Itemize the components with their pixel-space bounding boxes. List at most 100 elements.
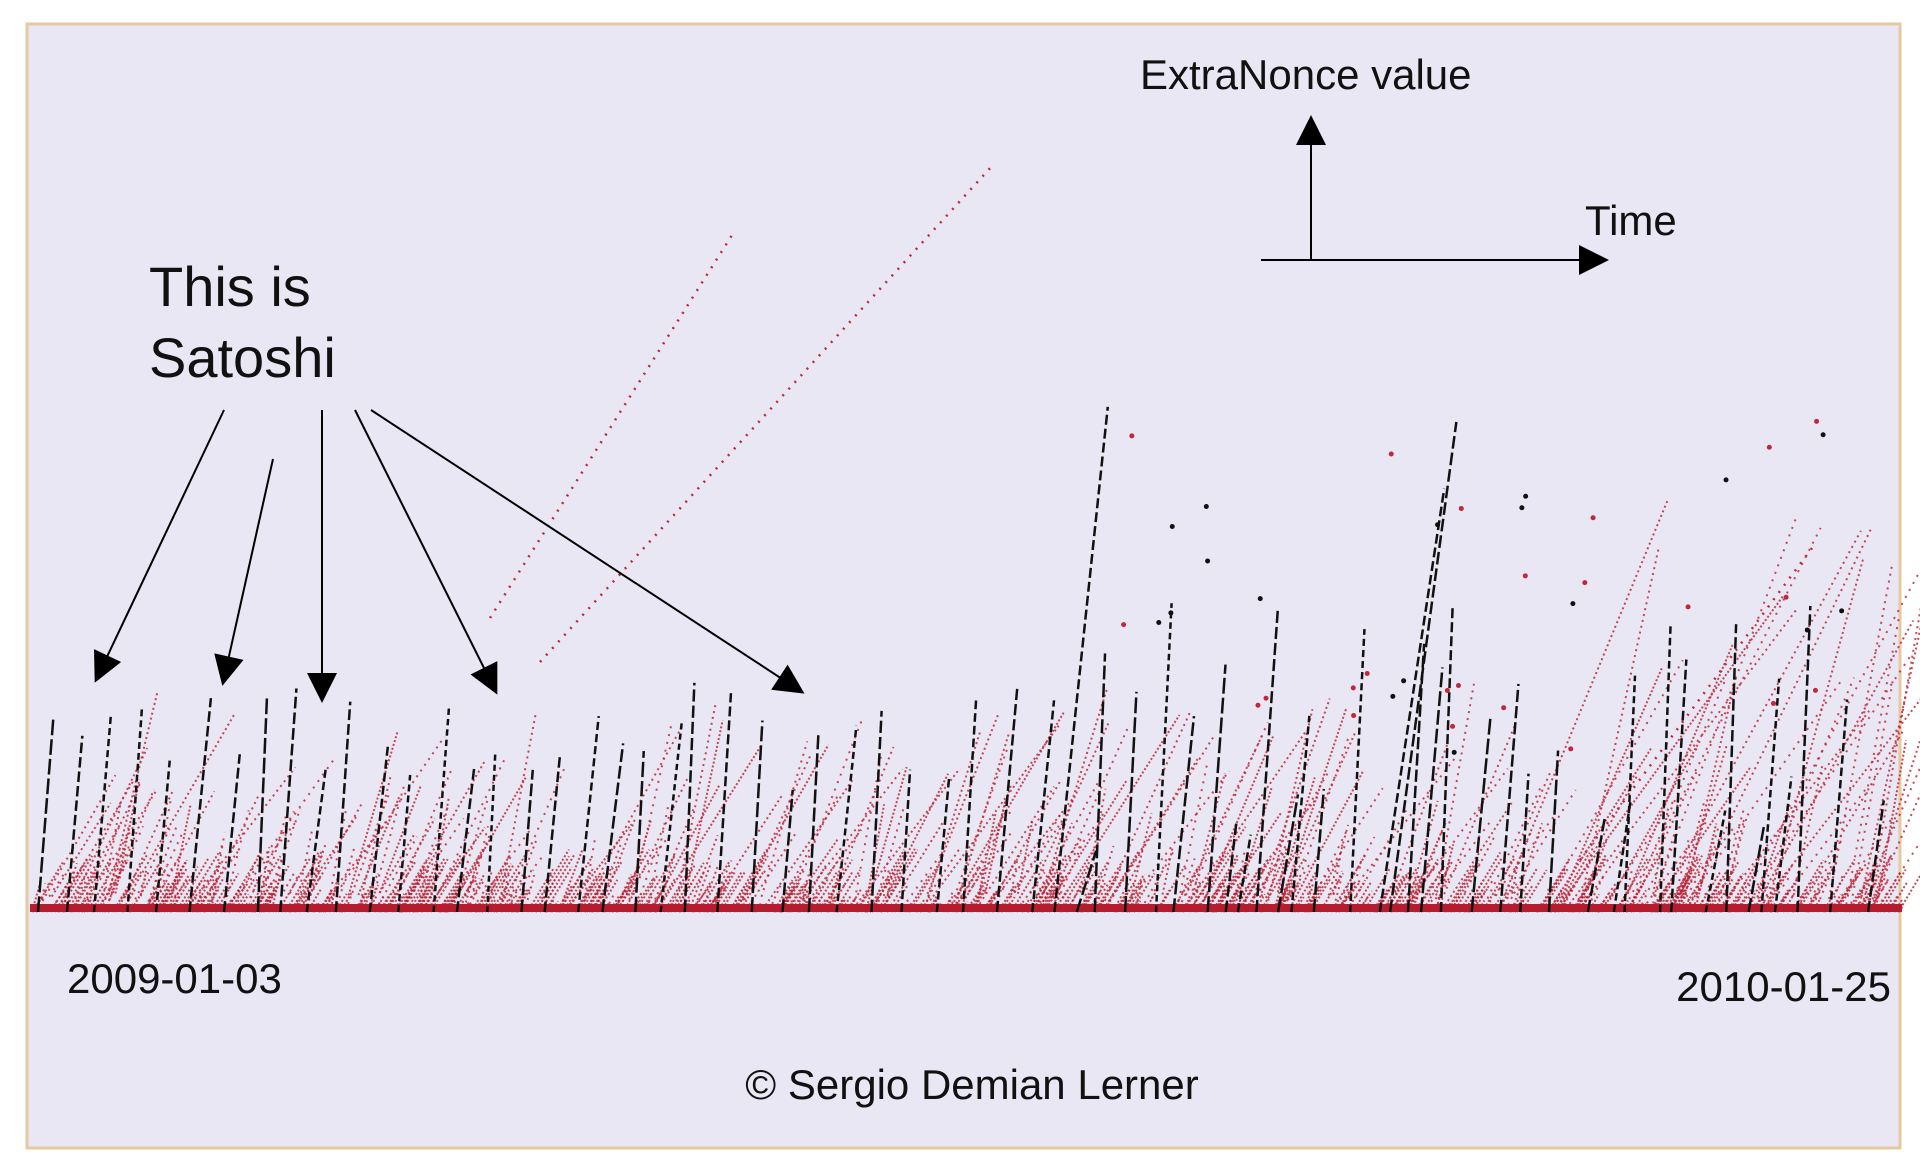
red-streak (922, 729, 982, 912)
red-streak (54, 864, 85, 904)
red-streak (1579, 838, 1609, 903)
red-dot-cluster (915, 898, 926, 913)
red-streak (1602, 882, 1617, 903)
red-streak (1796, 730, 1904, 910)
black-ramp (781, 789, 794, 913)
red-streak (1650, 828, 1677, 911)
red-streak (1308, 787, 1384, 902)
red-dot-cluster (196, 877, 219, 913)
red-dot-cluster (639, 853, 677, 913)
red-streak (956, 710, 1066, 895)
black-ramp (870, 710, 883, 913)
red-dot-cluster (805, 894, 818, 913)
red-dot-cluster (1752, 898, 1762, 913)
red-dot-cluster (919, 895, 931, 913)
red-streak (1177, 864, 1200, 909)
red-streak (1236, 787, 1273, 898)
red-dot-cluster (1719, 873, 1744, 913)
red-dot-cluster (1856, 854, 1893, 913)
red-streak (1791, 765, 1824, 898)
dot (1519, 505, 1525, 511)
red-streak (1626, 644, 1734, 894)
black-ramp (576, 715, 600, 913)
red-streak (1016, 818, 1034, 895)
red-streak (279, 872, 296, 898)
red-streak (625, 872, 634, 896)
red-streak (297, 815, 358, 902)
red-streak (1035, 777, 1102, 897)
red-dot-cluster (879, 849, 919, 913)
black-ramp (659, 722, 683, 913)
red-streak (740, 753, 813, 907)
red-dot-cluster (1306, 862, 1339, 913)
red-streak (110, 788, 155, 896)
dot (1205, 558, 1211, 564)
red-streak (927, 847, 961, 898)
black-ramp (397, 774, 412, 913)
red-streak (1861, 864, 1876, 905)
red-dot-cluster (425, 853, 463, 913)
red-streak (1069, 866, 1090, 907)
black-ramp (1093, 653, 1107, 913)
red-dot-cluster (394, 862, 426, 913)
red-streak (1258, 698, 1331, 898)
dot (1685, 604, 1691, 610)
red-streak (288, 873, 300, 894)
red-streak (1511, 863, 1519, 894)
black-ramp (1236, 834, 1252, 913)
red-streak (1332, 842, 1344, 895)
red-streak (173, 878, 189, 899)
red-streak (1685, 835, 1722, 898)
annotation-line: Satoshi (149, 326, 336, 389)
red-dot-cluster (1374, 898, 1384, 913)
red-streak (209, 877, 219, 907)
red-streak (691, 835, 719, 902)
red-dot-cluster (807, 877, 830, 913)
red-streak (875, 807, 905, 899)
red-streak (1273, 777, 1316, 910)
x-axis-label: Time (1585, 197, 1677, 244)
red-streak (1854, 860, 1877, 912)
red-streak (852, 756, 882, 909)
red-dot-cluster (632, 878, 655, 913)
red-streak (855, 769, 960, 905)
red-streak (1568, 871, 1595, 905)
black-ramp (1773, 776, 1793, 913)
red-streak (1546, 659, 1684, 899)
red-streak (464, 875, 478, 897)
red-dot-cluster (539, 853, 576, 913)
red-dot-cluster (926, 893, 939, 913)
red-dot-cluster (1120, 873, 1146, 913)
red-dot-cluster (1211, 872, 1237, 913)
red-dot-cluster (942, 894, 955, 913)
data-texture (30, 165, 1920, 913)
red-streak (510, 869, 535, 905)
red-streak (208, 793, 261, 897)
red-streak (1248, 769, 1331, 910)
red-dot-cluster (1076, 861, 1109, 913)
red-dot-cluster (856, 894, 869, 913)
red-dot-cluster (634, 875, 659, 913)
red-dot-cluster (871, 898, 881, 913)
red-streak (464, 877, 481, 912)
red-streak (325, 821, 388, 900)
red-dot-cluster (1614, 856, 1650, 913)
red-streak (761, 777, 855, 910)
black-ramp (1623, 675, 1637, 913)
red-streak (82, 874, 99, 903)
red-streak (1676, 875, 1686, 896)
red-streak (735, 744, 830, 905)
annotation-arrow (354, 409, 498, 695)
dot (1501, 705, 1507, 711)
black-ramp (256, 695, 269, 913)
red-streak (1007, 859, 1019, 912)
red-dot-cluster (1893, 898, 1904, 913)
red-streak (245, 810, 295, 906)
dot (1804, 627, 1810, 633)
red-dot-cluster (1707, 860, 1740, 913)
red-streak (1340, 757, 1456, 905)
red-streak (926, 713, 1000, 895)
red-dot-cluster (500, 898, 510, 913)
red-streak (866, 804, 886, 897)
black-ramp (716, 693, 733, 913)
